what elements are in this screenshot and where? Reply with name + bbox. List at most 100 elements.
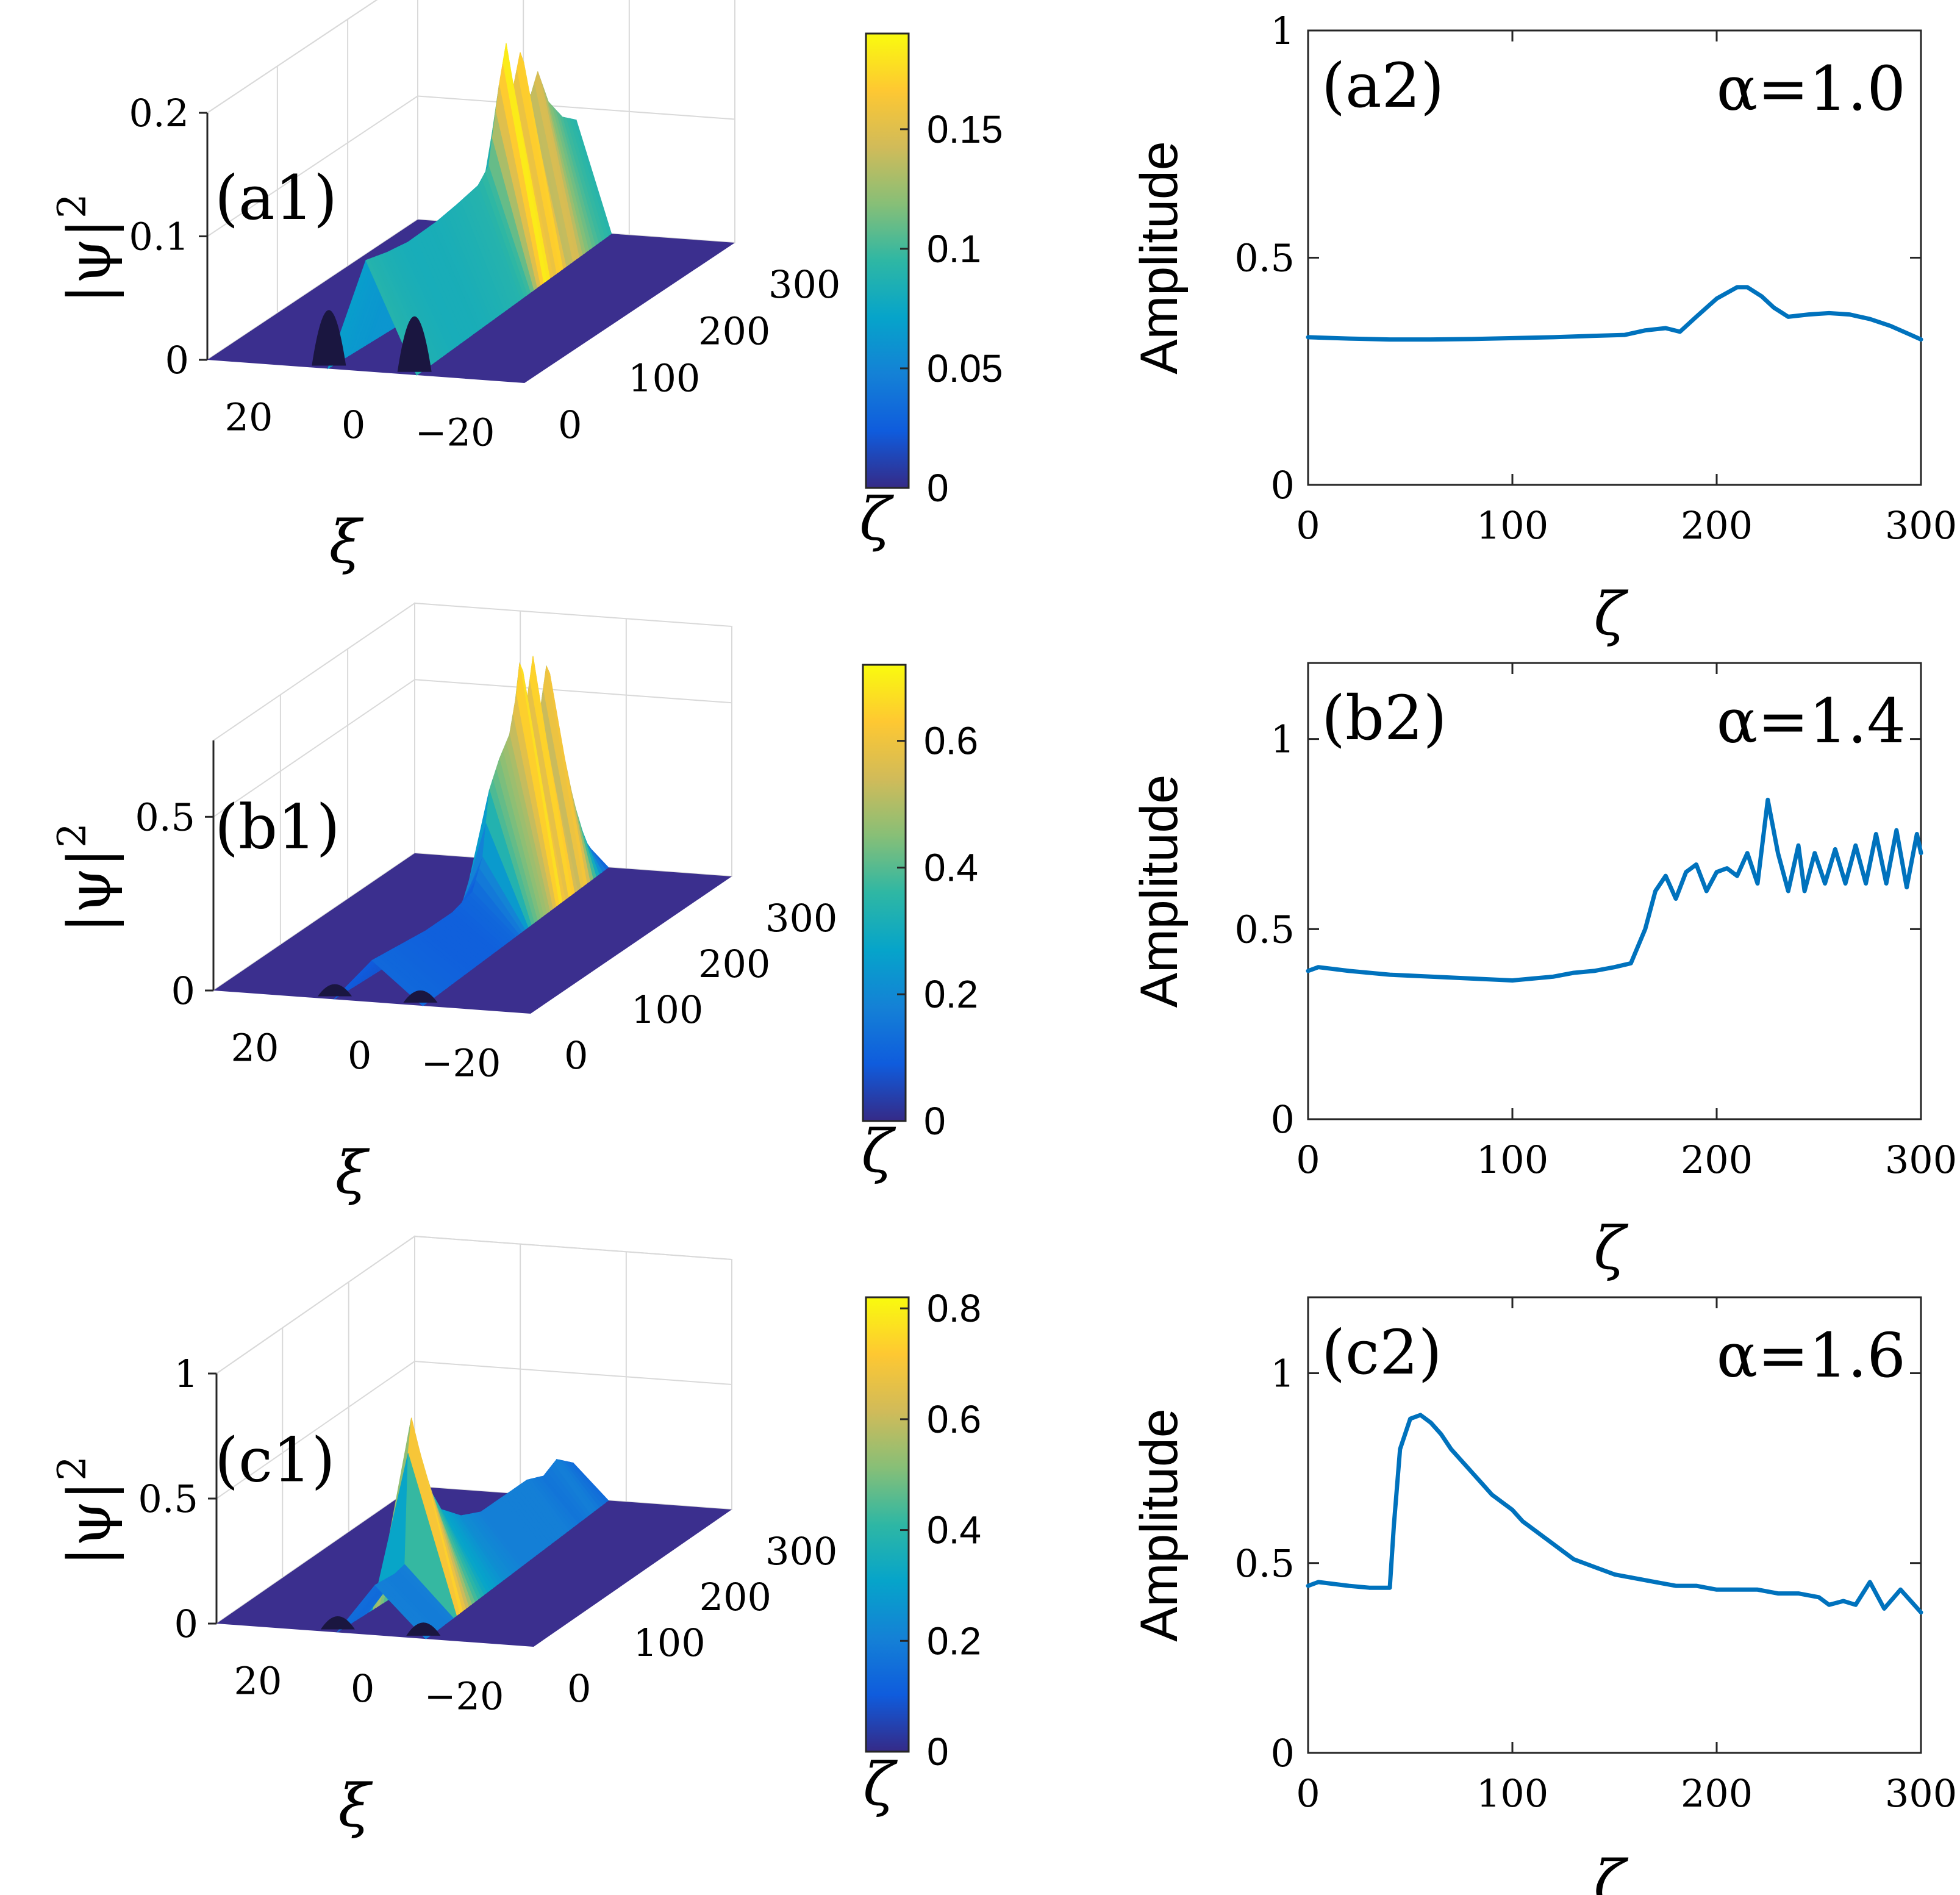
input-beam [397, 316, 432, 372]
x-axis-label: ζ [1593, 1214, 1628, 1283]
zeta-tick-label: 200 [698, 942, 770, 986]
axes-frame [1307, 29, 1922, 486]
z-tick-label: 0 [174, 1602, 198, 1646]
x-axis-label: ζ [1593, 580, 1628, 648]
colorbar-tick-label: 0.4 [924, 845, 978, 889]
z-tick-label: 0.5 [138, 1477, 198, 1521]
x-tick-label: 300 [1885, 1771, 1957, 1816]
y-tick-label: 0 [1271, 463, 1295, 507]
z-tick-label: 0.5 [135, 795, 195, 839]
colorbar [865, 32, 910, 489]
zeta-tick-label: 100 [633, 1621, 705, 1665]
y-tick-label: 1 [1271, 9, 1295, 53]
xi-tick-label: −20 [415, 410, 495, 454]
y-tick-label: 1 [1271, 717, 1295, 762]
z-tick-label: 0.1 [129, 215, 189, 259]
xi-axis-label: ξ [329, 508, 364, 576]
colorbar-tick-label: 0.1 [927, 227, 981, 271]
x-tick-label: 100 [1476, 1771, 1548, 1816]
x-tick-label: 100 [1476, 503, 1548, 548]
alpha-label: α=1.4 [1717, 686, 1906, 757]
x-tick-label: 300 [1885, 503, 1957, 548]
xi-tick-label: −20 [424, 1674, 504, 1718]
input-beam [312, 310, 346, 366]
zeta-tick-label: 0 [567, 1666, 591, 1711]
xi-tick-label: 20 [234, 1659, 282, 1703]
y-axis-label: Amplitude [1130, 775, 1189, 1008]
panel-label: (a2) [1322, 50, 1444, 121]
grid-line [207, 0, 378, 113]
grid-line [414, 679, 732, 704]
colorbar-tick-label: 0.4 [927, 1508, 981, 1552]
z-axis-label: |ψ|2 [50, 823, 124, 933]
grid-line [216, 1236, 415, 1374]
z-axis-label-base: |ψ| [55, 218, 124, 304]
amplitude-line [1306, 285, 1923, 342]
colorbar-tick-label: 0 [924, 1099, 946, 1143]
z-tick-label: 0.2 [129, 91, 189, 135]
x-tick-label: 100 [1476, 1137, 1548, 1182]
panel-label: (b1) [215, 791, 340, 862]
zeta-tick-label: 100 [631, 987, 703, 1032]
z-axis-label-sup: 2 [50, 1456, 95, 1481]
x-axis-label: ζ [1593, 1848, 1628, 1895]
z-tick-label: 1 [174, 1352, 198, 1396]
z-tick-label: 0 [171, 969, 195, 1013]
x-tick-label: 200 [1681, 503, 1753, 548]
y-tick-label: 0.5 [1234, 1541, 1295, 1586]
y-axis-label: Amplitude [1130, 141, 1189, 374]
line-panel-b2: 0 100 200 300 0 0.5 1 (b2) α=1.4 ζ Amplitude [1130, 662, 1957, 1283]
zeta-axis-label: ζ [861, 1117, 896, 1186]
xi-tick-label: 0 [348, 1033, 371, 1078]
zeta-tick-label: 200 [698, 309, 770, 354]
grid-line [216, 1361, 415, 1499]
z-axis-label: |ψ|2 [50, 193, 124, 304]
colorbar-tick-label: 0.6 [927, 1397, 981, 1441]
grid-line [207, 95, 418, 237]
x-tick-label: 0 [1296, 503, 1320, 548]
xi-tick-label: 0 [351, 1666, 374, 1711]
panel-label: (c2) [1322, 1317, 1442, 1388]
z-axis-label: |ψ|2 [50, 1456, 124, 1566]
colorbar-tick-label: 0.6 [924, 719, 978, 763]
input-beam [318, 984, 352, 997]
axes-frame [1307, 662, 1922, 1120]
zeta-tick-label: 200 [699, 1575, 771, 1619]
panel-label: (c1) [215, 1424, 335, 1496]
z-axis-label-sup: 2 [50, 823, 95, 848]
z-axis-label-sup: 2 [50, 193, 95, 218]
z-tick-label: 0 [165, 338, 189, 382]
x-tick-label: 300 [1885, 1137, 1957, 1182]
y-tick-label: 0.5 [1234, 907, 1295, 951]
amplitude-line [1306, 1413, 1923, 1615]
input-beam [406, 1622, 441, 1636]
xi-tick-label: 20 [225, 395, 273, 440]
zeta-tick-label: 300 [765, 1529, 837, 1574]
y-tick-label: 0 [1271, 1097, 1295, 1142]
amplitude-line [1306, 797, 1923, 983]
colorbar-tick-label: 0.2 [927, 1619, 981, 1663]
zeta-tick-label: 300 [768, 262, 840, 307]
grid-line [213, 679, 415, 818]
zeta-tick-label: 300 [765, 896, 837, 940]
surface-strip [374, 1583, 430, 1639]
xi-tick-label: −20 [421, 1041, 501, 1085]
line-panel-c2: 0 100 200 300 0 0.5 1 (c2) α=1.6 ζ Amplitude [1130, 1296, 1957, 1895]
panel-label: (a1) [215, 162, 337, 234]
zeta-axis-label: ζ [859, 485, 894, 554]
colorbar-tick-label: 0.2 [924, 972, 978, 1016]
grid-line [414, 1361, 732, 1385]
x-tick-label: 0 [1296, 1771, 1320, 1816]
zeta-tick-label: 0 [564, 1033, 588, 1078]
colorbar-tick-label: 0.05 [927, 346, 1003, 390]
input-beam [403, 990, 438, 1003]
xi-tick-label: 0 [342, 403, 365, 447]
axes-frame [1307, 1296, 1922, 1754]
alpha-label: α=1.6 [1717, 1320, 1906, 1391]
colorbar [865, 1296, 910, 1753]
x-tick-label: 0 [1296, 1137, 1320, 1182]
colorbar [862, 664, 907, 1122]
